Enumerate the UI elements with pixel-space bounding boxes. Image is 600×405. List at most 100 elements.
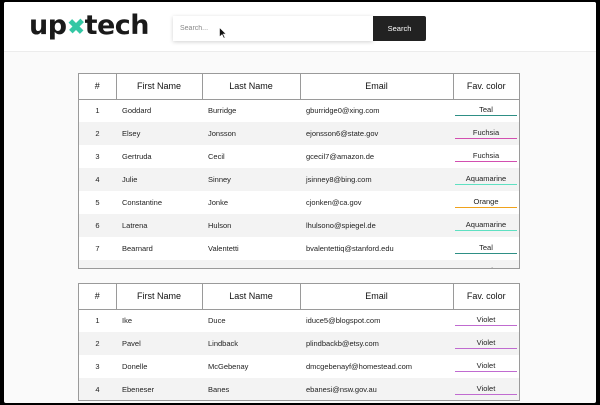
cell-fav-color: Violet — [453, 355, 519, 378]
cell-last-name: Sinney — [202, 168, 300, 191]
color-tag: Aquamarine — [455, 174, 517, 185]
color-tag: Teal — [455, 266, 517, 268]
cell-first-name: Bearnard — [122, 244, 153, 253]
table-row[interactable]: 1 Ike Duce iduce5@blogspot.com Violet — [79, 309, 519, 332]
cell-first-name: Ebeneser — [116, 378, 202, 400]
table-row[interactable]: 8JordanaStratfordjstratfordr@instagram.c… — [79, 260, 519, 268]
table-row[interactable]: 5 Constantine Jonke cjonken@ca.gov Orange — [79, 191, 519, 214]
cell-number: 6 — [79, 214, 116, 237]
cell-fav-color: Teal — [453, 99, 519, 122]
cell-first-name: Elsey — [116, 122, 202, 145]
table-row[interactable]: 4 Julie Sinney jsinney8@bing.com Aquamarine — [79, 168, 519, 191]
color-tag: Teal — [455, 243, 517, 254]
cell-email: iduce5@blogspot.com — [306, 316, 381, 326]
table-row[interactable]: 1 Goddard Burridge gburridge0@xing.com Teal — [79, 99, 519, 122]
cell-fav-color: Orange — [453, 191, 519, 214]
table-body: 1 Goddard Burridge gburridge0@xing.com Teal 2… — [79, 99, 519, 268]
table-row[interactable]: 2 Elsey Jonsson ejonsson6@state.gov Fuchsia — [79, 122, 519, 145]
brand-logo[interactable]: up tech — [29, 10, 150, 41]
table-row[interactable]: 3 Donelle McGebenay dmcgebenayf@homestead.c… — [79, 355, 519, 378]
col-header-email[interactable]: Email — [300, 74, 454, 100]
cell-email: jstratfordr@instagram.com — [300, 260, 453, 268]
cell-number: 8 — [79, 260, 116, 268]
cell-email: jsinney8@bing.com — [300, 168, 453, 191]
color-tag: Violet — [455, 361, 517, 372]
cell-last-name: Stratford — [202, 260, 300, 268]
cell-email: dmcgebenayf@homestead.com — [306, 362, 413, 371]
cell-last-name: Burridge — [208, 106, 237, 116]
cell-last-name: Lindback — [202, 332, 300, 355]
search-input[interactable] — [173, 16, 373, 41]
cell-number: 2 — [79, 332, 116, 355]
color-tag: Violet — [455, 384, 517, 395]
cell-last-name: Banes — [202, 378, 300, 400]
color-tag: Aquamarine — [455, 220, 517, 231]
app-window: up tech Search # First Name Last Name Em — [4, 2, 596, 403]
cell-email: bvalentettiq@stanford.edu — [306, 244, 394, 253]
cell-first-name: Ike — [122, 316, 133, 326]
cell-fav-color: Aquamarine — [453, 168, 519, 191]
cell-email: lhulsono@spiegel.de — [300, 214, 453, 237]
cell-last-name: Hulson — [202, 214, 300, 237]
cell-email: gburridge0@xing.com — [306, 106, 380, 116]
color-tag: Violet — [455, 315, 517, 327]
logo-text-left: up — [29, 10, 67, 41]
cell-email: cjonken@ca.gov — [306, 198, 362, 207]
cell-number: 3 — [95, 152, 100, 161]
cell-first-name: Julie — [116, 168, 202, 191]
cell-fav-color: Fuchsia — [453, 145, 519, 168]
col-header-first-name[interactable]: First Name — [116, 74, 203, 100]
color-tag: Violet — [455, 338, 517, 349]
color-tag: Teal — [455, 105, 517, 117]
cell-number: 4 — [79, 168, 116, 191]
cell-fav-color: Violet — [453, 309, 519, 332]
search-button[interactable]: Search — [373, 16, 426, 41]
cell-number: 1 — [95, 106, 100, 116]
cell-number: 1 — [95, 316, 100, 326]
cell-email: ebanesi@nsw.gov.au — [300, 378, 453, 400]
cell-last-name: Jonke — [208, 198, 229, 207]
table-row[interactable]: 7 Bearnard Valentetti bvalentettiq@stanford… — [79, 237, 519, 260]
color-tag: Orange — [455, 197, 517, 208]
table-header-row: # First Name Last Name Email Fav. color — [79, 74, 519, 100]
cell-fav-color: Aquamarine — [453, 214, 519, 237]
cell-first-name: Latrena — [116, 214, 202, 237]
table-row[interactable]: 6 Latrena Hulson lhulsono@spiegel.de Aquamar… — [79, 214, 519, 237]
logo-text-right: tech — [84, 10, 150, 41]
col-header-fav-color[interactable]: Fav. color — [453, 74, 519, 100]
col-header-last-name[interactable]: Last Name — [202, 284, 301, 310]
color-tag: Fuchsia — [455, 128, 517, 139]
top-header: up tech Search — [4, 2, 596, 52]
cell-fav-color: Violet — [453, 332, 519, 355]
cell-email: plindbackb@etsy.com — [300, 332, 453, 355]
table-row[interactable]: 3 Gertruda Cecil gcecil7@amazon.de Fuchsia — [79, 145, 519, 168]
cell-number: 5 — [95, 198, 100, 207]
col-header-email[interactable]: Email — [300, 284, 454, 310]
col-header-number[interactable]: # — [79, 74, 117, 100]
logo-cross-icon — [68, 18, 84, 34]
col-header-number[interactable]: # — [79, 284, 117, 310]
cell-fav-color: Fuchsia — [453, 122, 519, 145]
cell-number: 3 — [95, 362, 100, 371]
cell-last-name: Jonsson — [202, 122, 300, 145]
cell-email: gcecil7@amazon.de — [306, 152, 375, 161]
cell-email: ejonsson6@state.gov — [300, 122, 453, 145]
table-row[interactable]: 4 Ebeneser Banes ebanesi@nsw.gov.au Violet — [79, 378, 519, 400]
cell-fav-color: Teal — [453, 260, 519, 268]
table-body: 1 Ike Duce iduce5@blogspot.com Violet 2 Pavel L… — [79, 309, 519, 400]
col-header-last-name[interactable]: Last Name — [202, 74, 301, 100]
cell-number: 2 — [79, 122, 116, 145]
table-row[interactable]: 2 Pavel Lindback plindbackb@etsy.com Violet — [79, 332, 519, 355]
col-header-fav-color[interactable]: Fav. color — [453, 284, 519, 310]
cell-number: 7 — [95, 244, 100, 253]
cell-last-name: Duce — [208, 316, 226, 326]
col-header-first-name[interactable]: First Name — [116, 284, 203, 310]
cell-last-name: Cecil — [208, 152, 225, 161]
cell-last-name: Valentetti — [208, 244, 239, 253]
users-table-1[interactable]: # First Name Last Name Email Fav. color … — [78, 73, 520, 269]
cell-first-name: Constantine — [122, 198, 163, 207]
table-header-row: # First Name Last Name Email Fav. color — [79, 284, 519, 310]
users-table-2[interactable]: # First Name Last Name Email Fav. color … — [78, 283, 520, 401]
mouse-cursor-icon — [219, 27, 227, 39]
color-tag: Fuchsia — [455, 151, 517, 162]
